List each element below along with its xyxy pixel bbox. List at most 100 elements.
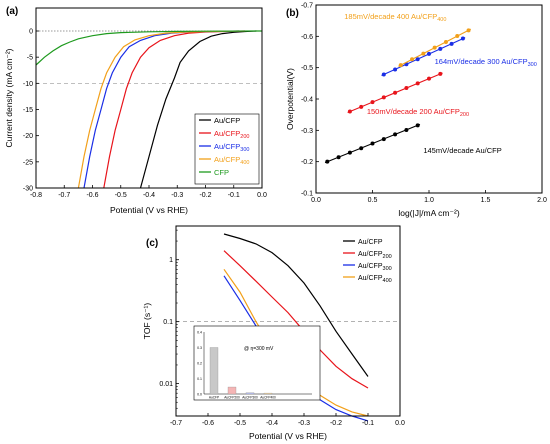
inset-bar-3 xyxy=(263,392,273,395)
x-tick-label: 1.5 xyxy=(481,197,491,204)
inset-note: @ η=300 mV xyxy=(244,346,274,352)
data-point xyxy=(347,109,352,114)
x-tick-label: -0.7 xyxy=(58,192,70,199)
tafel-annotation-2-main: 164mV/decade 300 Au/CFP xyxy=(435,57,528,66)
data-point xyxy=(393,67,398,72)
panel-c: -0.7 -0.6 -0.5 -0.4 -0.3 -0.2 -0.1 0.0 0.01 0.1 1 P… xyxy=(142,225,405,441)
x-tick-label: 2.0 xyxy=(537,197,547,204)
legend-entry-2-sub: 300 xyxy=(383,266,392,272)
legend-entry-2-main: Au/CFP xyxy=(358,263,383,270)
y-tick-label: 0.01 xyxy=(159,381,173,388)
data-point xyxy=(347,150,352,155)
tafel-annotation-0-main: 145mV/decade Au/CFP xyxy=(423,146,501,155)
data-point xyxy=(421,51,426,56)
tafel-annotation-1-main: 150mV/decade 200 Au/CFP xyxy=(367,107,460,116)
data-point xyxy=(404,128,409,133)
tafel-annotation-1: 150mV/decade 200 Au/CFP200 xyxy=(367,107,469,118)
legend-entry-3: Au/CFP400 xyxy=(358,275,392,284)
series-line-0 xyxy=(139,30,257,188)
series-line-4 xyxy=(36,30,262,66)
y-tick-label: -0.4 xyxy=(301,97,313,104)
tafel-annotation-3-sub: 400 xyxy=(437,17,446,23)
data-point xyxy=(415,123,420,128)
legend-entry-0-main: Au/CFP xyxy=(358,239,383,246)
legend-entry-1-main: Au/CFP xyxy=(214,129,240,138)
data-point xyxy=(370,141,375,146)
y-axis-label: Current density (mA cm⁻²) xyxy=(4,48,14,147)
legend-entry-0-main: Au/CFP xyxy=(214,116,240,125)
inset-y-tick-label: 0.0 xyxy=(197,393,202,397)
inset-bar-1 xyxy=(227,386,237,395)
legend-entry-1-sub: 200 xyxy=(383,254,392,260)
y-axis-label: Overpotential(V) xyxy=(285,68,295,130)
data-point xyxy=(460,36,465,41)
tafel-annotation-3: 185mV/decade 400 Au/CFP400 xyxy=(344,12,446,23)
legend-entry-1: Au/CFP200 xyxy=(358,251,392,260)
inset-y-tick-label: 0.3 xyxy=(197,346,202,350)
legend-entry-3-sub: 400 xyxy=(240,160,249,166)
data-point xyxy=(427,76,431,81)
tafel-annotation-1-sub: 200 xyxy=(460,112,469,118)
data-point xyxy=(393,132,398,137)
data-point xyxy=(432,45,437,50)
data-point xyxy=(381,72,386,77)
legend-entry-4: CFP xyxy=(214,168,229,177)
tafel-annotation-3-main: 185mV/decade 400 Au/CFP xyxy=(344,12,437,21)
plot-frame xyxy=(175,225,401,417)
tafel-annotation-0: 145mV/decade Au/CFP xyxy=(423,146,501,155)
data-point xyxy=(438,46,443,51)
legend-entry-2-main: Au/CFP xyxy=(214,142,240,151)
data-point xyxy=(443,39,448,44)
panel-b: 0.0 0.5 1.0 1.5 2.0 -0.1 -0.2 -0.3 -0.4 -0.5 -0.6 -… xyxy=(285,3,547,219)
x-tick-label: 0.0 xyxy=(257,192,267,199)
x-tick-label: 0.5 xyxy=(368,197,378,204)
y-tick-label: -25 xyxy=(23,159,33,166)
x-tick-label: -0.1 xyxy=(228,192,240,199)
x-axis-label: log(|J|/mA cm⁻²) xyxy=(398,208,459,218)
data-point xyxy=(381,95,386,100)
legend-entry-3-main: Au/CFP xyxy=(214,155,240,164)
data-point xyxy=(466,28,471,33)
data-point xyxy=(410,57,415,62)
y-tick-label: 0.1 xyxy=(163,319,173,326)
panel-label: (c) xyxy=(146,238,158,249)
x-tick-label: 1.0 xyxy=(424,197,434,204)
data-point xyxy=(398,63,403,68)
inset-category-label: AuCFP300 xyxy=(242,396,258,400)
y-tick-label: -30 xyxy=(23,186,33,193)
plot-frame xyxy=(315,4,543,194)
panel-label: (a) xyxy=(6,6,18,17)
x-tick-label: -0.6 xyxy=(202,420,214,427)
x-tick-label: -0.4 xyxy=(143,192,155,199)
y-tick-label: -5 xyxy=(27,55,33,62)
legend-entry-1-sub: 200 xyxy=(240,134,249,140)
x-tick-label: -0.1 xyxy=(362,420,374,427)
legend-entry-2: Au/CFP300 xyxy=(214,142,249,153)
x-tick-label: 0.0 xyxy=(395,420,405,427)
legend-box xyxy=(340,236,397,287)
y-tick-label: -0.6 xyxy=(301,34,313,41)
panel-label: (b) xyxy=(286,8,299,19)
x-tick-label: -0.3 xyxy=(298,420,310,427)
y-tick-label: -20 xyxy=(23,133,33,140)
data-point xyxy=(427,51,431,56)
data-point xyxy=(359,104,364,109)
inset-bar-2 xyxy=(245,392,255,395)
legend-entry-2-sub: 300 xyxy=(240,147,249,153)
x-tick-label: -0.2 xyxy=(199,192,211,199)
panel-a: -0.8 -0.7 -0.6 -0.5 -0.4 -0.3 -0.2 -0.1 0.0 -30 -2… xyxy=(4,6,267,215)
x-axis-label: Potential (V vs RHE) xyxy=(249,431,327,441)
tafel-annotation-2-sub: 300 xyxy=(528,62,537,68)
series-line-0 xyxy=(223,233,369,377)
data-point xyxy=(404,86,409,91)
y-tick-label: -0.2 xyxy=(301,159,313,166)
y-tick-label: -0.3 xyxy=(301,128,313,135)
data-point xyxy=(393,90,398,95)
y-tick-label: -10 xyxy=(23,81,33,88)
inset-y-tick-label: 0.2 xyxy=(197,362,202,366)
x-tick-label: -0.6 xyxy=(86,192,98,199)
legend-entry-1: Au/CFP200 xyxy=(214,129,249,140)
inset-y-tick-label: 0.4 xyxy=(197,331,202,335)
legend-entry-1-main: Au/CFP xyxy=(358,251,383,258)
